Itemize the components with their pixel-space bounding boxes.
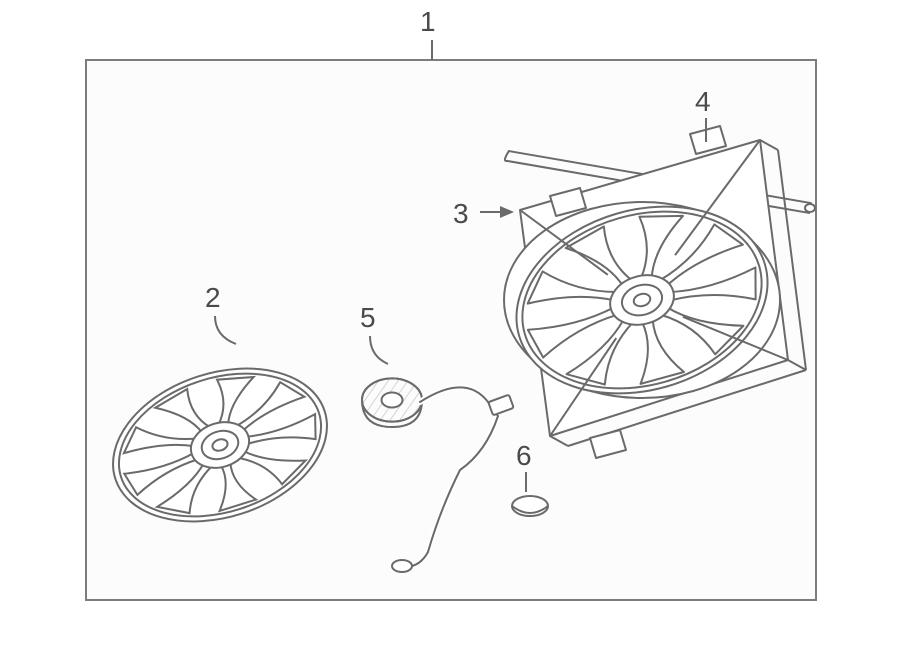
parts-diagram-svg — [0, 0, 900, 661]
callout-2: 2 — [205, 282, 221, 314]
callout-3: 3 — [453, 198, 469, 230]
diagram-stage: 1 2 3 4 5 6 — [0, 0, 900, 661]
callout-5: 5 — [360, 302, 376, 334]
callout-4: 4 — [695, 86, 711, 118]
callout-1: 1 — [420, 6, 436, 38]
callout-6: 6 — [516, 440, 532, 472]
part-cap — [512, 496, 548, 516]
